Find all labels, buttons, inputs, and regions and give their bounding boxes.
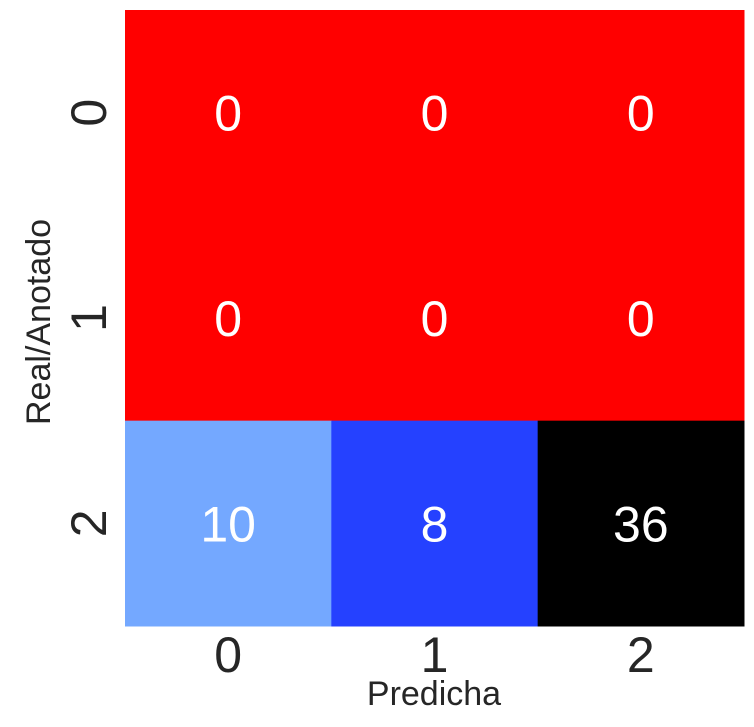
cell-value-r2-c2: 36: [613, 496, 669, 552]
y-tick-label-2: 2: [61, 509, 117, 537]
heatmap-cell-r0-c1: [331, 10, 539, 216]
cell-value-r0-c0: 0: [214, 86, 242, 142]
cell-value-r1-c0: 0: [214, 291, 242, 347]
heatmap-annotations: 0 0 0 0 0 0 10 8 36: [200, 86, 668, 553]
cell-value-r2-c1: 8: [421, 496, 449, 552]
heatmap-cell-r0-c0: [125, 10, 332, 216]
y-tick-label-0: 0: [61, 99, 117, 127]
x-axis-label: Predicha: [367, 675, 501, 713]
x-tick-label-2: 2: [627, 627, 655, 683]
heatmap-cells: [125, 10, 745, 627]
y-tick-labels: 0 1 2: [61, 99, 117, 537]
x-tick-labels: 0 1 2: [214, 627, 654, 683]
x-tick-label-0: 0: [214, 627, 242, 683]
y-axis-label: Real/Anotado: [20, 219, 58, 425]
cell-value-r0-c1: 0: [421, 86, 449, 142]
heatmap-cell-r1-c0: [125, 215, 332, 422]
y-tick-label-1: 1: [61, 304, 117, 332]
heatmap-cell-r0-c2: [537, 10, 745, 216]
cell-value-r1-c2: 0: [627, 291, 655, 347]
x-tick-label-1: 1: [421, 627, 449, 683]
cell-value-r2-c0: 10: [200, 496, 256, 552]
cell-value-r0-c2: 0: [627, 86, 655, 142]
heatmap-cell-r1-c2: [537, 215, 745, 422]
heatmap-cell-r2-c1: [331, 420, 539, 627]
heatmap-cell-r2-c2: [537, 420, 745, 627]
cell-value-r1-c1: 0: [421, 291, 449, 347]
heatmap-cell-r1-c1: [331, 215, 539, 422]
heatmap-cell-r2-c0: [125, 420, 332, 627]
